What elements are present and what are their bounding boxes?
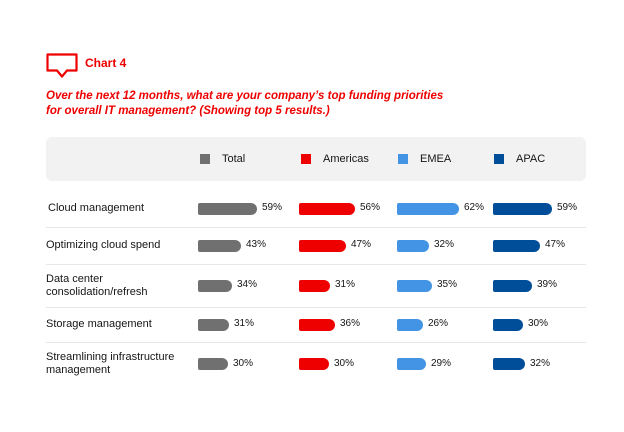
legend-label-total: Total (222, 153, 246, 165)
bar-apac (493, 358, 525, 370)
bar-value-total: 31% (234, 318, 255, 329)
bar-value-emea: 62% (464, 202, 485, 213)
row-label-line: Storage management (46, 318, 152, 330)
bar-value-apac: 32% (530, 357, 551, 369)
row-label-line: consolidation/refresh (46, 285, 148, 298)
bar-americas (299, 358, 329, 370)
bar-total (198, 358, 228, 370)
legend: Total Americas EMEA APAC (46, 137, 586, 181)
row-label: Optimizing cloud spend (46, 239, 191, 252)
row-cloud-management: Cloud management 59% 56% 62% 59% (46, 190, 586, 228)
bar-americas (299, 239, 346, 252)
question-line-2: for overall IT management? (Showing top … (46, 105, 330, 117)
legend-item-americas: Americas (301, 153, 369, 165)
row-label-line: management (46, 364, 111, 376)
bar-total (198, 318, 229, 331)
bar-value-apac: 47% (545, 239, 566, 250)
row-data-center-consolidation-refresh: Data center consolidation/refresh 34% 31% 35… (46, 264, 586, 308)
bar-emea (397, 202, 459, 215)
row-label-line: Data center (46, 272, 103, 285)
bar-apac (493, 239, 540, 252)
row-label: Storage management (46, 318, 191, 331)
bar-apac (493, 318, 523, 331)
bar-emea (397, 358, 426, 370)
bar-value-americas: 36% (340, 318, 361, 329)
bar-value-emea: 35% (437, 279, 458, 290)
chart-label: Chart 4 (85, 56, 127, 70)
legend-swatch-apac (494, 154, 504, 164)
legend-label-apac: APAC (516, 153, 546, 165)
bar-total (198, 239, 241, 252)
bar-total (198, 279, 232, 292)
bar-apac (493, 202, 552, 215)
bar-value-emea: 32% (434, 239, 455, 250)
bar-value-apac: 39% (537, 279, 558, 290)
chart-question: Over the next 12 months, what are your c… (46, 89, 466, 119)
legend-swatch-americas (301, 154, 311, 164)
bar-value-apac: 59% (557, 202, 578, 213)
legend-swatch-emea (398, 154, 408, 164)
speech-bubble-icon (46, 53, 78, 78)
legend-label-emea: EMEA (420, 153, 452, 165)
legend-label-americas: Americas (323, 153, 369, 165)
bar-value-total: 30% (233, 357, 254, 369)
bar-value-americas: 56% (360, 202, 381, 213)
bar-value-americas: 47% (351, 239, 372, 250)
bar-value-apac: 30% (528, 318, 549, 329)
bar-americas (299, 279, 330, 292)
bar-americas (299, 318, 335, 331)
legend-item-apac: APAC (494, 153, 545, 165)
row-label: Data center consolidation/refresh (46, 273, 191, 299)
row-label-line: Cloud management (48, 202, 145, 214)
legend-item-total: Total (200, 153, 245, 165)
row-label-line: Optimizing cloud spend (46, 239, 161, 251)
question-line-1: Over the next 12 months, what are your c… (46, 90, 444, 102)
bar-total (198, 202, 257, 215)
bar-value-total: 59% (262, 202, 283, 213)
bar-value-americas: 30% (334, 357, 355, 369)
bar-value-emea: 26% (428, 318, 449, 329)
legend-item-emea: EMEA (398, 153, 451, 165)
row-label: Streamlining infrastructure management (46, 351, 191, 377)
bar-emea (397, 279, 432, 292)
row-storage-management: Storage management 31% 36% 26% 30% (46, 307, 586, 343)
bar-americas (299, 202, 355, 215)
bar-apac (493, 279, 532, 292)
bar-emea (397, 318, 423, 331)
bar-value-emea: 29% (431, 357, 452, 369)
bar-value-total: 34% (237, 279, 258, 290)
row-optimizing-cloud-spend: Optimizing cloud spend 43% 47% 32% 47% (46, 227, 586, 265)
row-label: Cloud management (48, 202, 193, 215)
bar-emea (397, 239, 429, 252)
row-label-line: Streamlining infrastructure (46, 351, 175, 363)
row-streamlining-infrastructure-management: Streamlining infrastructure management 30%… (46, 342, 586, 386)
legend-swatch-total (200, 154, 210, 164)
bar-value-total: 43% (246, 239, 267, 250)
bar-value-americas: 31% (335, 279, 356, 290)
